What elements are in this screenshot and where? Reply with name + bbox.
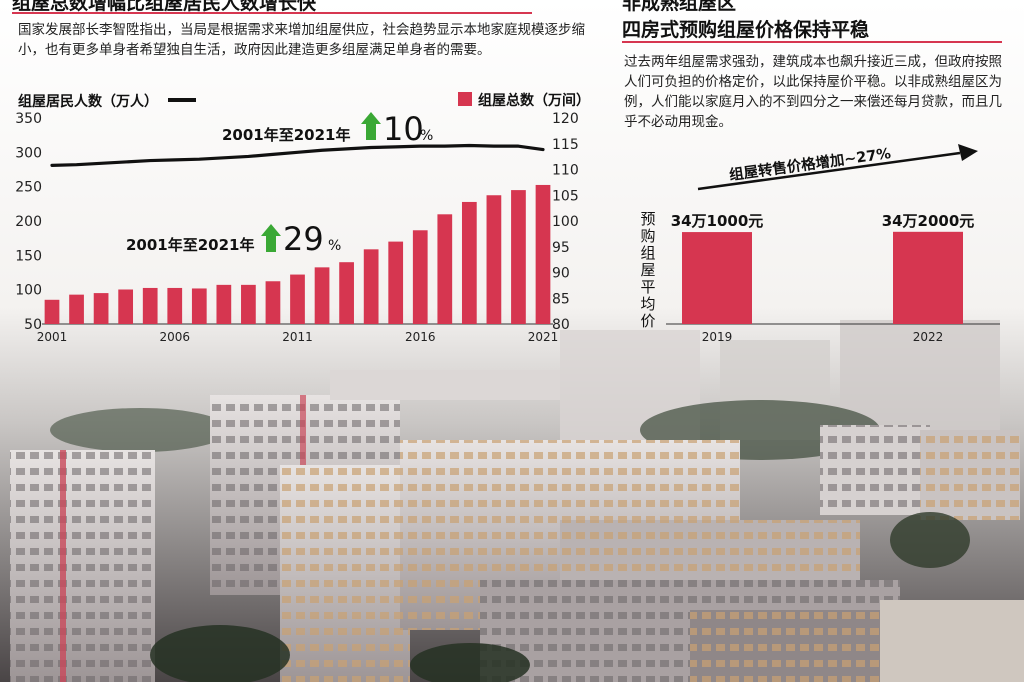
y-axis-label-char: 组 — [640, 244, 655, 262]
bar-series-flat-count — [44, 184, 551, 324]
x-tick-label: 2001 — [37, 330, 68, 344]
left-y-tick-label: 50 — [24, 317, 42, 333]
bar-flat-count — [314, 267, 330, 324]
left-chart-annotations: 2001年至2021年 10% 2001年至2021年 29% — [126, 110, 433, 258]
trend-arrow-label: 组屋转售价格增加~27% — [728, 144, 892, 184]
left-chart-axes: 50 100 150 200 250 300 350 80 85 90 95 100 105 110 115… — [15, 111, 578, 344]
bar-data-label: 34万1000元 — [671, 212, 764, 230]
green-up-arrow-icon — [361, 112, 381, 140]
trend-arrow-head-icon — [958, 144, 978, 161]
left-y-tick-label: 200 — [15, 214, 42, 230]
y-axis-label-char: 购 — [640, 227, 655, 245]
x-category-label: 2019 — [702, 330, 733, 344]
annotation-line-percent: % — [420, 128, 433, 144]
right-y-tick-label: 120 — [552, 111, 579, 127]
bar-flat-count — [412, 230, 428, 324]
bar-data-label: 34万2000元 — [882, 212, 975, 230]
left-y-tick-label: 350 — [15, 111, 42, 127]
x-category-label: 2022 — [913, 330, 944, 344]
bar-flat-count — [461, 201, 477, 324]
green-up-arrow-icon — [261, 224, 281, 252]
bar-flat-count — [339, 262, 354, 324]
left-description: 国家发展部长李智陞指出，当局是根据需求来增加组屋供应，社会趋势显示本地家庭规模逐… — [18, 22, 585, 58]
bar-flat-count — [216, 284, 232, 324]
right-y-tick-label: 95 — [552, 240, 570, 256]
right-y-tick-label: 110 — [552, 163, 579, 179]
bar-presale-price — [893, 231, 963, 324]
x-tick-label: 2006 — [159, 330, 190, 344]
bar-flat-count — [437, 214, 453, 324]
left-y-tick-label: 100 — [15, 283, 42, 299]
bar-flat-count — [511, 190, 526, 324]
bar-flat-count — [191, 288, 207, 324]
annotation-bar-percent: % — [328, 238, 341, 254]
trend-arrow-line — [697, 151, 961, 191]
bar-flat-count — [118, 289, 134, 324]
right-title-line2: 四房式预购组屋价格保持平稳 — [622, 19, 870, 41]
bar-flat-count — [167, 287, 183, 324]
left-chart-legend: 组屋居民人数（万人） 组屋总数（万间） — [18, 92, 590, 110]
bar-flat-count — [93, 293, 109, 324]
bar-flat-count — [241, 284, 256, 324]
legend-bar-swatch — [458, 92, 472, 106]
right-y-tick-label: 90 — [552, 266, 570, 282]
left-panel: 组屋总数增幅比组屋居民人数增长快 国家发展部长李智陞指出，当局是根据需求来增加组… — [0, 0, 600, 350]
left-title-underline — [12, 12, 532, 14]
annotation-line-period: 2001年至2021年 — [222, 126, 351, 144]
legend-bar-label: 组屋总数（万间） — [478, 92, 590, 109]
y-axis-label-char: 预 — [640, 210, 655, 228]
right-y-tick-label: 85 — [552, 291, 570, 307]
y-axis-label-char: 屋 — [640, 261, 655, 279]
y-axis-label-char: 均 — [640, 295, 655, 313]
right-description: 过去两年组屋需求强劲，建筑成本也飙升接近三成，但政府按照人们可负担的价格定价，以… — [624, 54, 1002, 130]
right-y-tick-label: 105 — [552, 188, 579, 204]
bar-flat-count — [142, 287, 158, 324]
left-y-tick-label: 150 — [15, 248, 42, 264]
bar-flat-count — [69, 294, 84, 324]
bar-flat-count — [486, 195, 502, 324]
annotation-line-value: 10 — [383, 110, 424, 148]
bar-flat-count — [265, 281, 281, 324]
bar-flat-count — [44, 299, 60, 324]
bar-flat-count — [363, 249, 379, 324]
y-axis-label-char: 平 — [640, 278, 655, 296]
annotation-bar-value: 29 — [283, 220, 324, 258]
right-panel: 非成熟组屋区 四房式预购组屋价格保持平稳 过去两年组屋需求强劲，建筑成本也飙升接… — [622, 0, 1002, 344]
housing-growth-chart: 50 100 150 200 250 300 350 80 85 90 95 100 105 110 115… — [15, 92, 590, 344]
x-tick-label: 2011 — [282, 330, 313, 344]
legend-line-label: 组屋居民人数（万人） — [18, 93, 158, 110]
right-y-tick-label: 115 — [552, 137, 579, 153]
x-tick-label: 2021 — [528, 330, 559, 344]
annotation-bar-period: 2001年至2021年 — [126, 236, 255, 254]
left-y-tick-label: 250 — [15, 180, 42, 196]
bar-presale-price — [682, 232, 752, 324]
right-title-line1: 非成熟组屋区 — [622, 0, 737, 14]
bar-flat-count — [535, 184, 551, 324]
line-residents — [50, 143, 545, 167]
left-y-tick-label: 300 — [15, 145, 42, 161]
line-series-residents — [50, 143, 545, 167]
right-title-underline — [622, 41, 1002, 43]
right-y-tick-label: 100 — [552, 214, 579, 230]
right-y-tick-label: 80 — [552, 317, 570, 333]
x-tick-label: 2016 — [405, 330, 436, 344]
bar-flat-count — [388, 241, 404, 324]
y-axis-label-char: 价 — [640, 312, 655, 330]
bar-flat-count — [290, 274, 305, 324]
